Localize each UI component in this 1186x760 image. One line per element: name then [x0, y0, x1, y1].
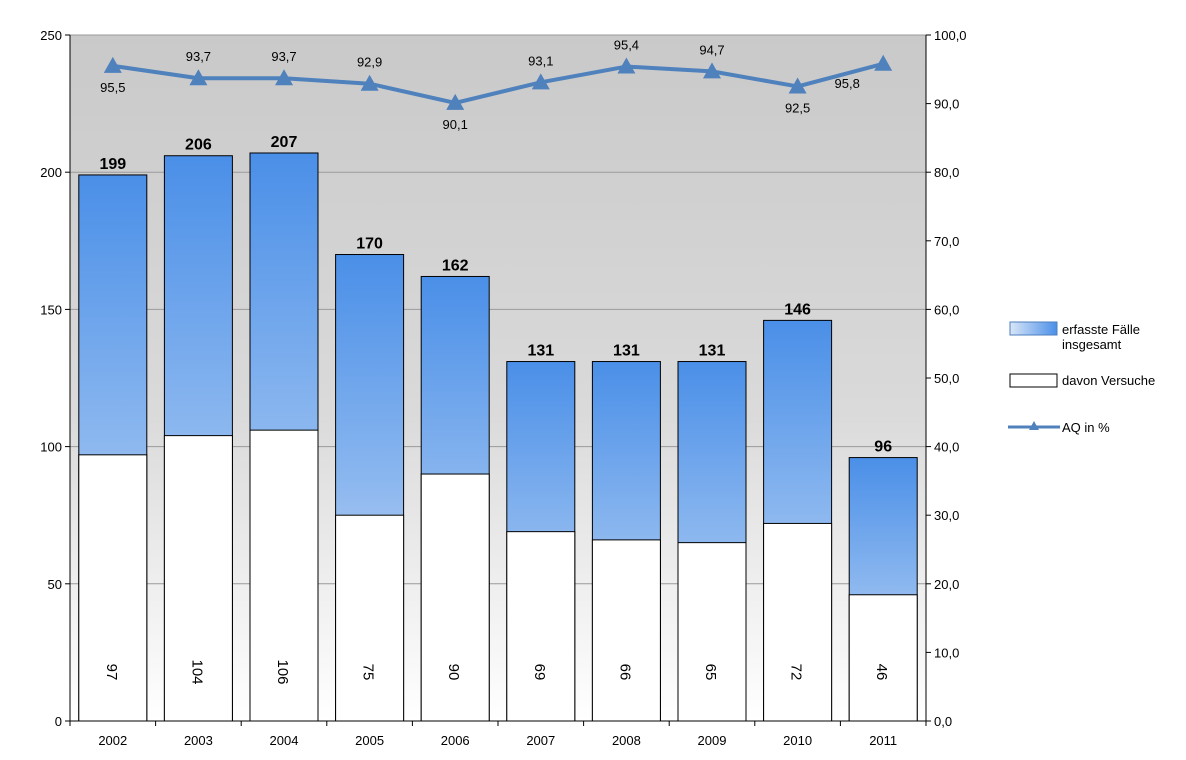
aq-marker [874, 54, 893, 71]
bar-attempts [763, 522, 833, 722]
bar-attempts [506, 531, 576, 722]
y2-tick-label: 80,0 [934, 165, 959, 180]
aq-marker [531, 73, 550, 90]
y-tick-label: 250 [40, 28, 62, 43]
x-tick-label: 2002 [98, 733, 127, 748]
aq-data-label: 92,9 [357, 55, 382, 70]
y2-tick-label: 60,0 [934, 302, 959, 317]
data-label-total: 131 [699, 343, 726, 360]
y2-tick-label: 0,0 [934, 714, 952, 729]
legend-label-attempts: davon Versuche [1062, 373, 1155, 388]
bar-attempts [420, 473, 490, 722]
data-label-total: 131 [613, 343, 640, 360]
data-label-attempts: 65 [702, 664, 719, 681]
x-tick-label: 2006 [441, 733, 470, 748]
axes: 0 50 100 150 200 250 0,0 10,0 20,0 30,0 40,0 50,0 60… [40, 28, 966, 748]
labels-total: 199 206 207 170 162 131 131 131 146 96 [99, 134, 892, 456]
x-tick-label: 2008 [612, 733, 641, 748]
aq-data-label: 95,5 [100, 80, 125, 95]
aq-data-label: 93,7 [186, 49, 211, 64]
aq-marker [189, 69, 208, 86]
data-label-attempts: 69 [531, 664, 548, 681]
y-tick-label: 200 [40, 165, 62, 180]
aq-marker [360, 74, 379, 91]
aq-data-label: 95,4 [614, 38, 639, 53]
legend-swatch-aq-marker [1029, 421, 1039, 430]
data-label-total: 162 [442, 257, 469, 274]
data-label-total: 96 [874, 439, 892, 456]
data-label-total: 170 [356, 236, 383, 253]
legend-label-aq: AQ in % [1062, 420, 1110, 435]
data-label-total: 207 [271, 134, 298, 151]
y-tick-label: 100 [40, 440, 62, 455]
aq-marker [446, 93, 465, 110]
aq-data-label: 94,7 [699, 42, 724, 57]
y2-tick-label: 70,0 [934, 234, 959, 249]
aq-data-label: 95,8 [835, 76, 860, 91]
legend-swatch-total [1009, 321, 1058, 336]
data-label-attempts: 97 [103, 664, 120, 681]
y2-tick-label: 40,0 [934, 440, 959, 455]
labels-attempts: 97 104 106 75 90 69 66 65 72 46 [103, 659, 890, 684]
data-label-total: 146 [784, 301, 811, 318]
data-label-attempts: 104 [188, 659, 205, 684]
y-tick-label: 150 [40, 302, 62, 317]
data-label-total: 199 [99, 156, 126, 173]
aq-marker [617, 57, 636, 74]
bar-attempts [848, 594, 918, 722]
bar-attempts [249, 429, 319, 722]
y2-tick-label: 10,0 [934, 645, 959, 660]
x-tick-label: 2003 [184, 733, 213, 748]
aq-data-label: 92,5 [785, 100, 810, 115]
x-tick-label: 2010 [783, 733, 812, 748]
x-tick-label: 2009 [698, 733, 727, 748]
aq-data-label: 93,7 [271, 49, 296, 64]
y2-tick-label: 20,0 [934, 577, 959, 592]
x-tick-label: 2004 [270, 733, 299, 748]
y2-tick-label: 50,0 [934, 371, 959, 386]
y2-tick-label: 90,0 [934, 97, 959, 112]
bars-attempts [78, 429, 918, 722]
data-label-attempts: 106 [274, 659, 291, 684]
y2-tick-label: 100,0 [934, 28, 967, 43]
bar-attempts [335, 514, 405, 722]
legend-label-total-1: erfasste Fälle [1062, 322, 1140, 337]
legend: erfasste Fälle insgesamt davon Versuche … [1008, 321, 1155, 435]
aq-line [112, 61, 884, 105]
y-tick-label: 0 [55, 714, 62, 729]
data-label-attempts: 46 [873, 664, 890, 681]
x-tick-label: 2011 [869, 733, 897, 748]
data-label-total: 131 [527, 343, 554, 360]
x-tick-label: 2007 [526, 733, 555, 748]
data-label-attempts: 90 [445, 664, 462, 681]
aq-data-label: 90,1 [443, 117, 468, 132]
bar-attempts [163, 435, 233, 722]
y-tick-label: 50 [48, 577, 62, 592]
aq-marker [788, 77, 807, 94]
bar-attempts [591, 539, 661, 722]
aq-series: 95,5 93,7 93,7 92,9 90,1 93,1 95,4 94,7 92,5 95,8 [100, 38, 893, 132]
data-label-attempts: 72 [788, 664, 805, 681]
aq-marker [703, 62, 721, 79]
aq-marker [275, 69, 293, 86]
bar-attempts [677, 542, 747, 722]
legend-label-total-2: insgesamt [1062, 337, 1122, 352]
x-tick-label: 2005 [355, 733, 384, 748]
data-label-total: 206 [185, 137, 212, 154]
data-label-attempts: 75 [360, 664, 377, 681]
y2-tick-label: 30,0 [934, 508, 959, 523]
aq-data-label: 93,1 [528, 53, 553, 68]
aq-marker [103, 56, 122, 73]
legend-swatch-attempts [1009, 373, 1058, 388]
data-label-attempts: 66 [616, 664, 633, 681]
bar-attempts [78, 454, 148, 722]
